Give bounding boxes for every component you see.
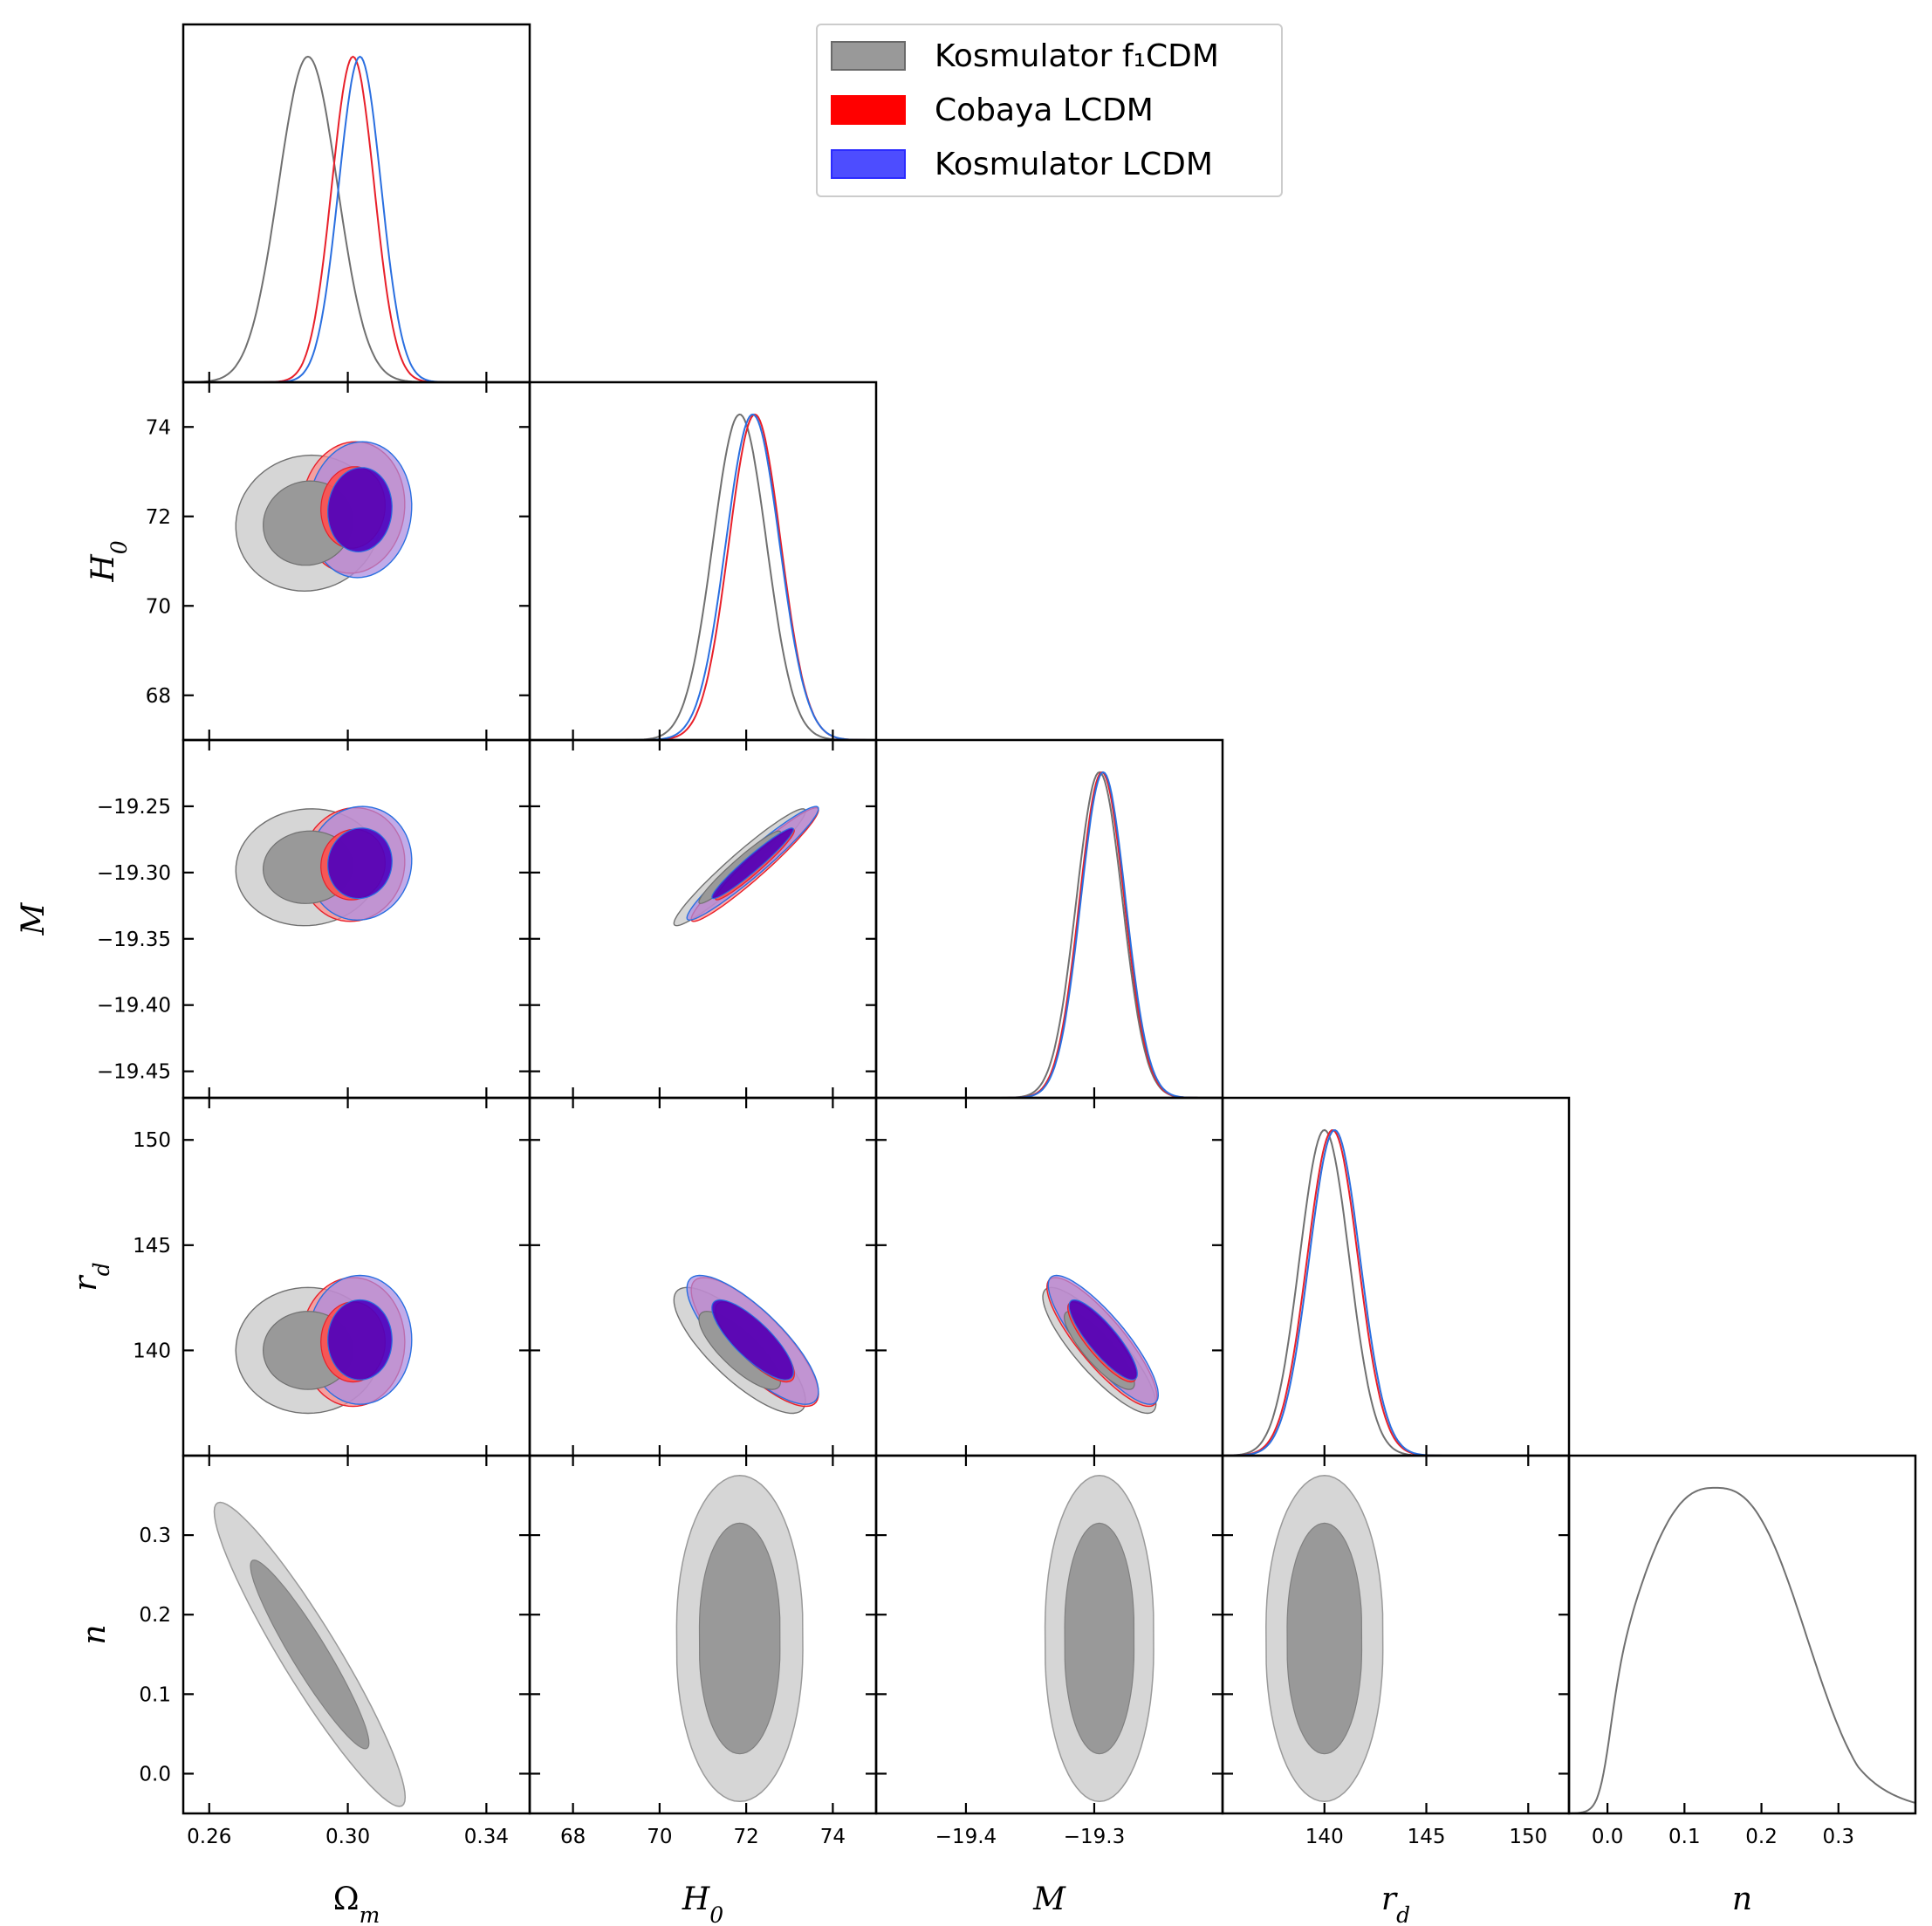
contour-kosmulator-lcdm-inner	[327, 467, 393, 553]
marginal-kosmulator-f1cdm	[182, 55, 530, 383]
legend-label: Kosmulator LCDM	[935, 147, 1213, 182]
marginal-panel-n	[1569, 1486, 1916, 1814]
marginal-kosmulator-f1cdm	[1569, 1486, 1916, 1814]
x-tick-label-n: 0.1	[1668, 1826, 1701, 1848]
y-tick-label-H0: 70	[146, 595, 171, 618]
y-tick-label-rd: 145	[133, 1235, 171, 1258]
x-axis-label-n: n	[1732, 1881, 1752, 1917]
legend-swatch	[831, 95, 906, 125]
x-tick-label-n: 0.2	[1745, 1826, 1778, 1848]
x-tick-label-n: 0.3	[1822, 1826, 1854, 1848]
panel-frame	[1221, 1096, 1571, 1457]
contour-kosmulator-lcdm-inner	[1068, 1299, 1138, 1381]
y-tick-label-M: −19.35	[97, 929, 171, 951]
x-tick-label-rd: 150	[1509, 1826, 1547, 1848]
contour-panel-Om-rd	[235, 1274, 413, 1415]
contour-panel-M-rd	[1042, 1274, 1160, 1415]
y-tick-label-H0: 74	[146, 416, 171, 439]
contour-f1cdm-inner	[1286, 1522, 1363, 1755]
y-tick-label-H0: 72	[146, 506, 171, 529]
legend-label: Kosmulator f₁CDM	[935, 38, 1219, 74]
marginal-kosmulator-f1cdm	[530, 413, 876, 741]
contour-f1cdm-inner	[250, 1559, 370, 1750]
x-axis-label-Om: Ωm	[333, 1881, 380, 1926]
marginal-cobaya-lcdm	[1223, 1129, 1569, 1456]
marginal-cobaya-lcdm	[183, 55, 530, 383]
y-tick-label-M: −19.40	[97, 995, 171, 1018]
legend-swatch	[831, 41, 906, 71]
y-tick-label-rd: 150	[133, 1129, 171, 1152]
x-axis-label-M: M	[1032, 1881, 1066, 1917]
marginal-kosmulator-f1cdm	[876, 771, 1223, 1099]
y-tick-label-M: −19.30	[97, 862, 171, 885]
marginal-cobaya-lcdm	[530, 413, 876, 741]
x-tick-label-H0: 74	[820, 1826, 846, 1848]
legend-label: Cobaya LCDM	[935, 93, 1154, 128]
x-tick-label-rd: 145	[1408, 1826, 1446, 1848]
y-tick-label-n: 0.1	[139, 1683, 171, 1706]
x-tick-label-H0: 70	[647, 1826, 672, 1848]
contour-kosmulator-lcdm-inner	[327, 1299, 393, 1381]
marginal-kosmulator-lcdm	[183, 55, 530, 383]
contour-kosmulator-lcdm-inner	[711, 1299, 794, 1381]
contour-panel-Om-M	[235, 805, 413, 927]
contour-f1cdm-inner	[1064, 1522, 1135, 1755]
contour-panel-H0-rd	[673, 1274, 819, 1415]
contour-panel-H0-n	[675, 1475, 804, 1803]
contour-panel-H0-M	[673, 805, 819, 927]
contour-panel-rd-n	[1265, 1475, 1384, 1803]
panel-frame	[528, 380, 878, 742]
panel-frame	[1567, 1454, 1917, 1815]
x-tick-label-M: −19.4	[935, 1826, 997, 1848]
marginal-panel-M	[876, 771, 1223, 1099]
y-axis-label-rd: rd	[68, 1262, 114, 1291]
panel-frame	[874, 1096, 1224, 1457]
x-tick-label-Om: 0.34	[464, 1826, 509, 1848]
y-axis-label-n: n	[77, 1624, 113, 1644]
y-axis-label-M: M	[16, 901, 51, 936]
y-tick-label-M: −19.25	[97, 796, 171, 819]
x-axis-label-H0: H0	[682, 1881, 723, 1926]
x-tick-label-Om: 0.26	[187, 1826, 231, 1848]
marginal-panel-H0	[530, 413, 876, 741]
x-tick-label-M: −19.3	[1064, 1826, 1125, 1848]
contour-f1cdm-inner	[698, 1522, 781, 1755]
marginal-panel-rd	[1223, 1128, 1569, 1456]
contour-panel-Om-n	[213, 1501, 407, 1807]
x-tick-label-rd: 140	[1305, 1826, 1344, 1848]
legend-swatch	[831, 149, 906, 179]
panel-frame	[182, 23, 531, 384]
marginal-kosmulator-lcdm	[1223, 1128, 1569, 1456]
y-axis-label-H0: H0	[86, 540, 132, 582]
x-tick-label-Om: 0.30	[325, 1826, 370, 1848]
contour-panel-M-n	[1044, 1475, 1154, 1803]
legend: Kosmulator f₁CDM Cobaya LCDM Kosmulator LC…	[816, 24, 1283, 197]
x-tick-label-H0: 68	[560, 1826, 586, 1848]
y-tick-label-n: 0.0	[139, 1763, 171, 1785]
contour-kosmulator-lcdm-inner	[327, 827, 393, 900]
contour-kosmulator-lcdm-inner	[711, 827, 794, 900]
x-tick-label-H0: 72	[733, 1826, 758, 1848]
marginal-kosmulator-f1cdm	[1223, 1128, 1569, 1456]
x-tick-label-n: 0.0	[1592, 1826, 1624, 1848]
marginal-panel-Om	[182, 55, 530, 383]
marginal-kosmulator-lcdm	[530, 413, 876, 741]
x-axis-label-rd: rd	[1381, 1881, 1410, 1926]
marginal-cobaya-lcdm	[876, 771, 1223, 1099]
y-tick-label-rd: 140	[133, 1340, 171, 1362]
y-tick-label-M: −19.45	[97, 1061, 171, 1084]
contour-panel-Om-H0	[235, 441, 413, 593]
y-tick-label-n: 0.3	[139, 1525, 171, 1547]
y-tick-label-n: 0.2	[139, 1604, 171, 1627]
marginal-kosmulator-lcdm	[876, 771, 1223, 1099]
panel-frame	[874, 738, 1224, 1100]
y-tick-label-H0: 68	[146, 685, 171, 708]
